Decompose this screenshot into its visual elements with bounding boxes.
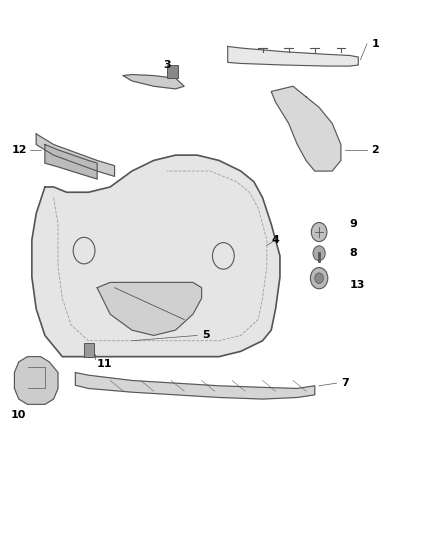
Polygon shape — [14, 357, 58, 405]
Text: 3: 3 — [163, 60, 170, 70]
Bar — [84, 343, 94, 357]
Text: 10: 10 — [11, 410, 26, 419]
Text: 9: 9 — [350, 219, 357, 229]
Polygon shape — [75, 373, 315, 399]
Polygon shape — [45, 144, 97, 179]
Polygon shape — [32, 155, 280, 357]
Polygon shape — [271, 86, 341, 171]
Polygon shape — [228, 46, 358, 66]
Bar — [167, 65, 178, 78]
Text: 8: 8 — [350, 248, 357, 259]
Text: 11: 11 — [97, 359, 113, 369]
Polygon shape — [123, 75, 184, 89]
Text: 4: 4 — [271, 235, 279, 245]
Text: 2: 2 — [371, 145, 379, 155]
Circle shape — [311, 222, 327, 241]
Polygon shape — [36, 134, 115, 176]
Text: 13: 13 — [350, 280, 365, 290]
Text: 12: 12 — [12, 145, 28, 155]
Circle shape — [313, 246, 325, 261]
Text: 7: 7 — [341, 378, 349, 388]
Text: 5: 5 — [202, 330, 210, 341]
Polygon shape — [97, 282, 201, 335]
Text: 1: 1 — [371, 39, 379, 49]
Circle shape — [315, 273, 323, 284]
Circle shape — [311, 268, 328, 289]
